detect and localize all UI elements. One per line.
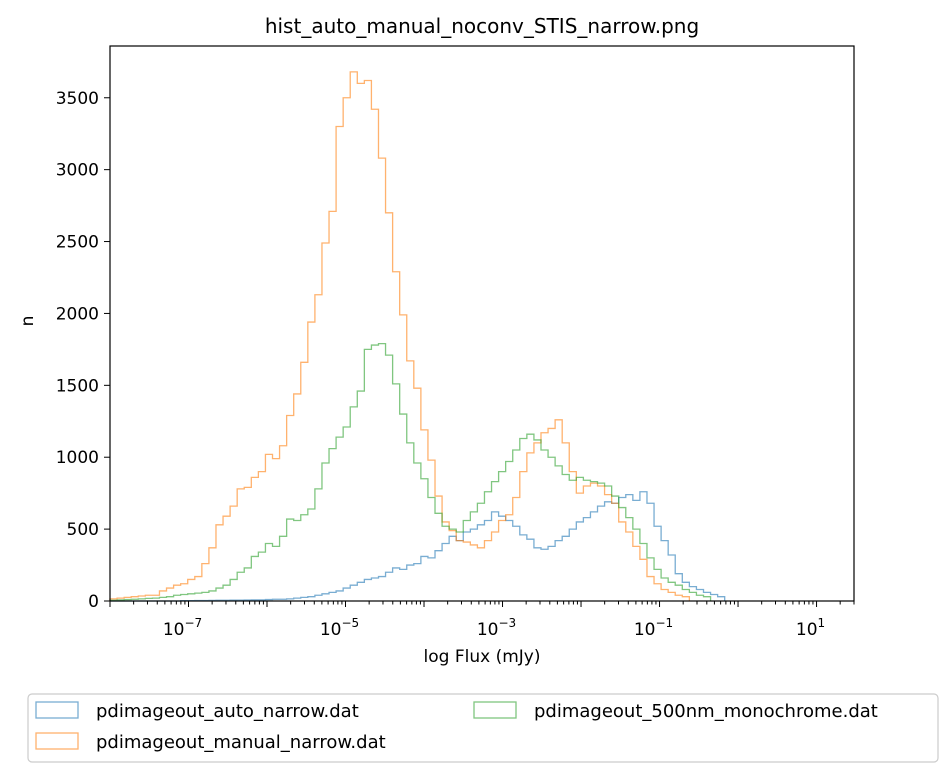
legend-label-2: pdimageout_500nm_monochrome.dat [534, 701, 878, 722]
x-axis-label: log Flux (mJy) [424, 647, 541, 667]
legend-items: pdimageout_auto_narrow.dat pdimageout_man… [35, 701, 878, 753]
x-tick-label: 10−5 [320, 616, 359, 640]
plot-frame [109, 45, 855, 602]
x-tick-label: 10−3 [477, 616, 516, 640]
series-line-1 [109, 71, 691, 601]
x-tick-label: 10−7 [163, 616, 202, 640]
series-line-0 [110, 491, 726, 602]
y-tick-label: 2000 [56, 304, 99, 324]
legend-swatch-0 [35, 701, 79, 719]
y-tick-label: 1500 [56, 376, 99, 396]
y-tick-label: 3500 [56, 89, 99, 109]
legend-swatch-2 [473, 701, 517, 719]
y-axis-label: n [18, 316, 38, 327]
y-axis: 0 500 1000 1500 2000 2500 3000 3500 [56, 89, 110, 612]
chart-title: hist_auto_manual_noconv_STIS_narrow.png [265, 14, 699, 38]
x-tick-label: 10−1 [634, 616, 673, 640]
legend-swatch-1 [35, 732, 79, 750]
x-tick-label: 101 [796, 616, 825, 640]
y-tick-label: 500 [67, 520, 99, 540]
y-tick-label: 0 [88, 592, 99, 612]
series-line-2 [109, 342, 712, 601]
series-layer [109, 71, 726, 602]
plot-area [109, 45, 855, 602]
legend: pdimageout_auto_narrow.dat pdimageout_man… [27, 693, 939, 763]
y-tick-label: 2500 [56, 233, 99, 253]
legend-box [27, 693, 939, 763]
legend-label-0: pdimageout_auto_narrow.dat [96, 701, 359, 722]
y-tick-label: 1000 [56, 448, 99, 468]
x-axis: 10−7 10−5 10−3 10−1 101 [109, 601, 855, 640]
y-tick-label: 3000 [56, 161, 99, 181]
legend-label-1: pdimageout_manual_narrow.dat [96, 732, 386, 753]
